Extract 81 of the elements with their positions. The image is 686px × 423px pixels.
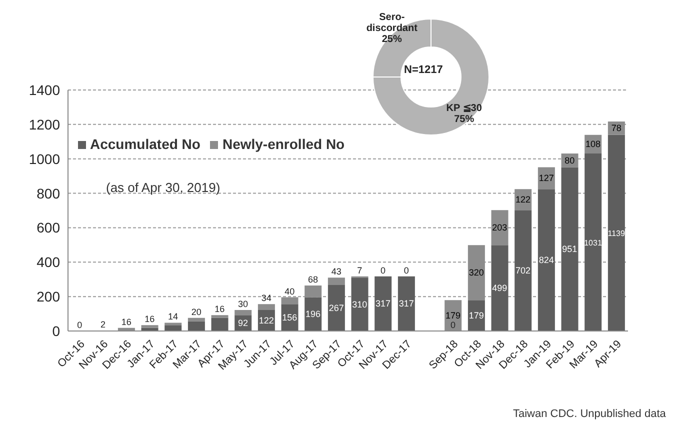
- bar: [514, 210, 532, 331]
- slice-label: Sero-discordant: [366, 12, 418, 34]
- data-label: 16: [214, 304, 225, 314]
- bar: [188, 321, 205, 331]
- data-label: 317: [398, 298, 414, 309]
- bar: [491, 245, 508, 331]
- data-label: 267: [328, 303, 344, 314]
- data-label: 310: [352, 299, 368, 310]
- data-label: 0: [77, 320, 82, 330]
- y-tick-label: 1000: [28, 150, 60, 167]
- data-label: 108: [585, 139, 601, 150]
- bar: [211, 318, 228, 331]
- annotation: (as of Apr 30, 2019): [106, 180, 220, 195]
- data-label: 30: [238, 299, 248, 309]
- data-label: 320: [468, 268, 484, 278]
- y-tick-label: 600: [36, 220, 60, 236]
- bar: [468, 300, 485, 331]
- y-tick-label: 0: [52, 322, 60, 339]
- legend-label: Accumulated No: [90, 136, 200, 152]
- bar: [188, 318, 205, 322]
- data-label: 122: [258, 316, 274, 326]
- data-label: 1031: [584, 238, 602, 248]
- data-label: 7: [357, 265, 362, 276]
- bar: [561, 167, 578, 331]
- data-label: 25%: [382, 34, 402, 45]
- data-label: 0: [450, 320, 456, 330]
- y-tick-label: 400: [36, 254, 60, 270]
- data-label: 702: [515, 266, 531, 276]
- data-label: 179: [468, 310, 484, 321]
- bar: [608, 134, 625, 331]
- bar: [211, 315, 228, 318]
- data-label: 2: [100, 320, 106, 330]
- bar: [141, 325, 158, 328]
- bar: [164, 322, 182, 326]
- data-label: 68: [308, 274, 318, 285]
- data-label: 16: [121, 316, 132, 327]
- data-label: 0: [404, 265, 409, 276]
- y-tick-label: 800: [36, 185, 60, 202]
- bar: [468, 245, 485, 300]
- bar: [234, 310, 252, 316]
- y-tick-label: 200: [36, 288, 60, 305]
- data-label: 122: [515, 194, 531, 205]
- bar: [328, 278, 345, 286]
- legend-label: Newly-enrolled No: [222, 136, 345, 152]
- bar: [491, 210, 508, 246]
- bar: [538, 189, 555, 331]
- y-tick-label: 1400: [28, 82, 60, 98]
- data-label: 92: [238, 318, 248, 328]
- slice-label: KP ≦30: [446, 103, 482, 114]
- data-label: 203: [492, 222, 508, 233]
- data-label: 80: [564, 155, 575, 166]
- data-label: 75%: [454, 114, 474, 126]
- data-label: 0: [380, 265, 386, 276]
- bar: [398, 276, 415, 331]
- data-label: 78: [611, 123, 622, 134]
- bar: [164, 325, 182, 331]
- bar: [351, 278, 368, 331]
- data-label: 127: [538, 173, 554, 184]
- data-label: 1139: [608, 228, 626, 238]
- data-label: 499: [492, 283, 508, 294]
- data-label: 196: [305, 309, 321, 320]
- data-label: 40: [284, 286, 295, 296]
- bar: [258, 304, 275, 310]
- text: Taiwan CDC. Unpublished data: [513, 408, 666, 420]
- data-label: 43: [331, 266, 342, 277]
- bar: [374, 276, 392, 331]
- data-label: 179: [445, 310, 461, 321]
- data-label: 16: [144, 314, 155, 324]
- data-label: 20: [191, 306, 202, 317]
- bar: [304, 286, 322, 298]
- y-tick-label: 1200: [28, 116, 60, 132]
- data-label: 951: [562, 244, 578, 254]
- bar: [281, 297, 298, 304]
- data-label: 317: [375, 298, 391, 309]
- data-label: 34: [261, 293, 272, 304]
- data-label: 156: [282, 312, 298, 323]
- bar: [584, 154, 602, 331]
- data-label: 14: [168, 312, 178, 322]
- text: N=1217: [404, 64, 443, 76]
- data-label: 824: [538, 255, 554, 266]
- bar: [328, 285, 345, 331]
